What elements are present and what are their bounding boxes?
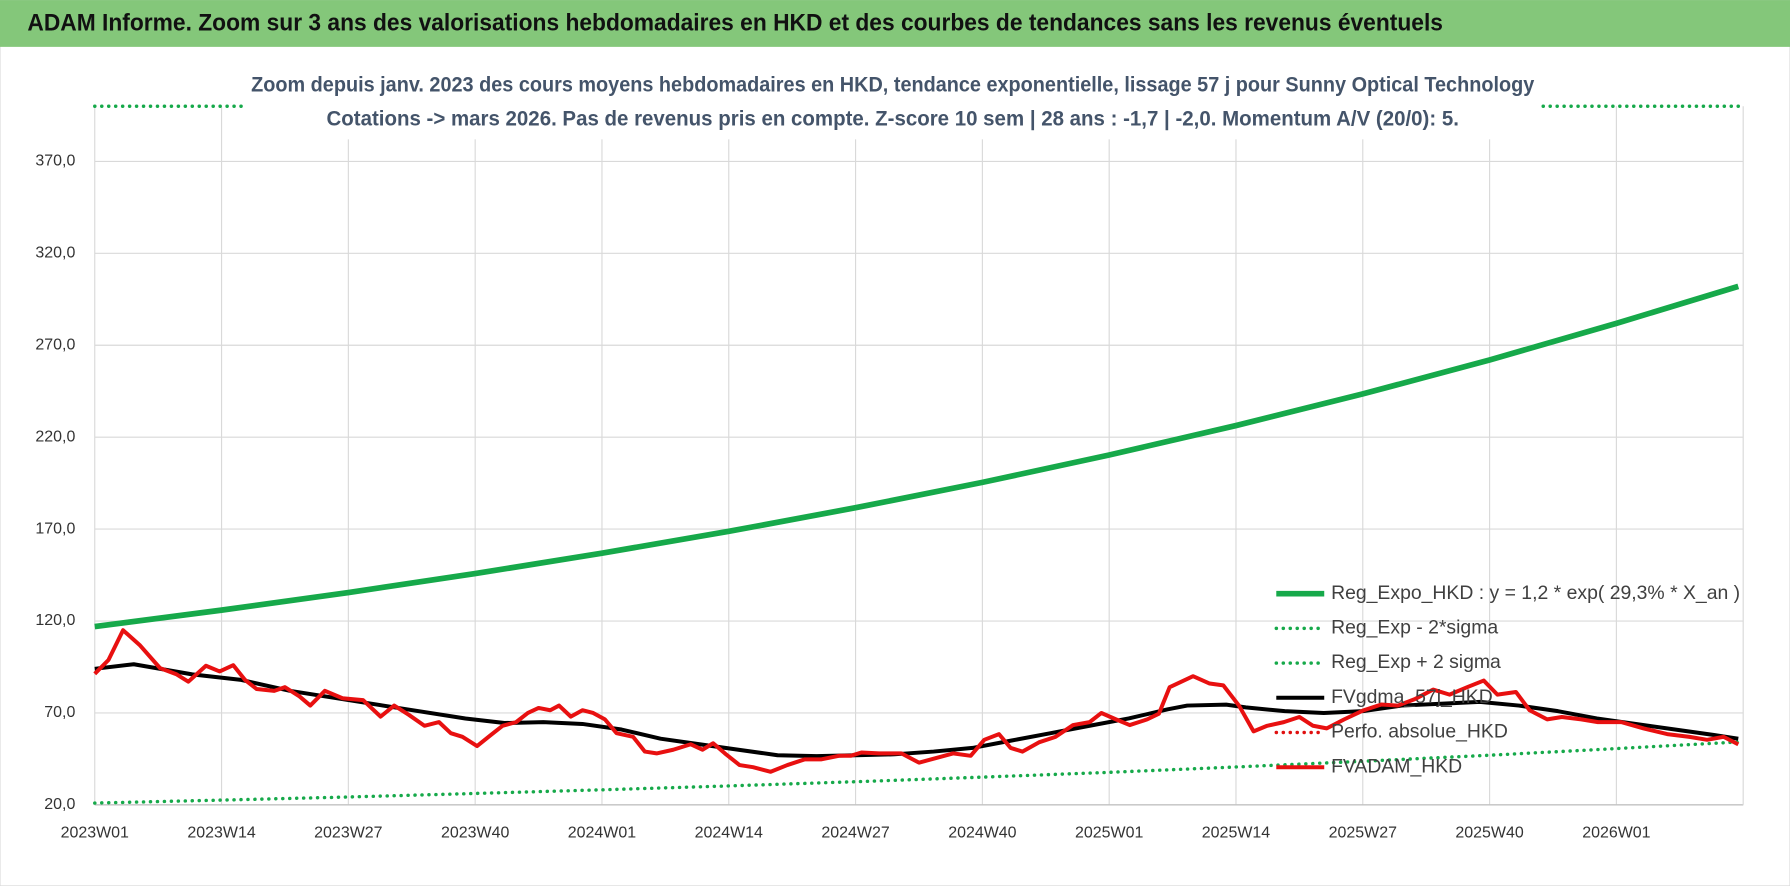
legend-label: Perfo. absolue_HKD — [1331, 721, 1508, 743]
legend-label: FVADAM_HKD — [1331, 755, 1462, 777]
x-tick-label: 2025W01 — [1075, 825, 1143, 842]
x-tick-label: 2024W27 — [821, 825, 889, 842]
series-line — [94, 283, 1740, 630]
x-tick-label: 2025W27 — [1329, 825, 1397, 842]
legend-label: Reg_Expo_HKD : y = 1,2 * exp( 29,3% * X_… — [1331, 582, 1740, 604]
plot-area: 20,0 70,0 120,0 170,0 220,0 270,0 320,0 370,0 20… — [35, 104, 1744, 842]
chart-title: Zoom depuis janv. 2023 des cours moyens … — [251, 71, 1534, 96]
x-tick-label: 2023W14 — [187, 825, 255, 842]
y-tick-label: 170,0 — [35, 520, 75, 537]
header-bar — [0, 0, 1790, 47]
y-tick-label: 320,0 — [35, 245, 75, 262]
x-tick-label: 2026W01 — [1582, 825, 1650, 842]
x-tick-label: 2025W40 — [1455, 825, 1523, 842]
y-tick-label: 20,0 — [44, 796, 75, 813]
series-line — [93, 628, 1740, 774]
chart-subtitle: Cotations -> mars 2026. Pas de revenus p… — [326, 106, 1458, 131]
legend-label: Reg_Exp - 2*sigma — [1331, 617, 1498, 639]
x-tick-label: 2024W01 — [568, 825, 636, 842]
series-line — [94, 662, 1739, 759]
y-tick-label: 370,0 — [35, 153, 75, 170]
x-tick-label: 2024W14 — [695, 825, 763, 842]
x-tick-label: 2023W27 — [314, 825, 382, 842]
y-tick-label: 70,0 — [44, 704, 75, 721]
x-tick-label: 2025W14 — [1202, 825, 1270, 842]
x-tick-label: 2023W40 — [441, 825, 509, 842]
y-tick-label: 120,0 — [35, 612, 75, 629]
legend-label: Reg_Exp + 2 sigma — [1331, 651, 1501, 673]
x-tick-label: 2024W40 — [948, 825, 1016, 842]
y-tick-label: 220,0 — [35, 428, 75, 445]
y-tick-label: 270,0 — [35, 336, 75, 353]
x-tick-label: 2023W01 — [61, 825, 129, 842]
title-box — [244, 68, 1542, 140]
legend-label: FVgdma_57j_HKD — [1331, 686, 1493, 708]
header-title: ADAM Informe. Zoom sur 3 ans des valoris… — [27, 9, 1443, 36]
